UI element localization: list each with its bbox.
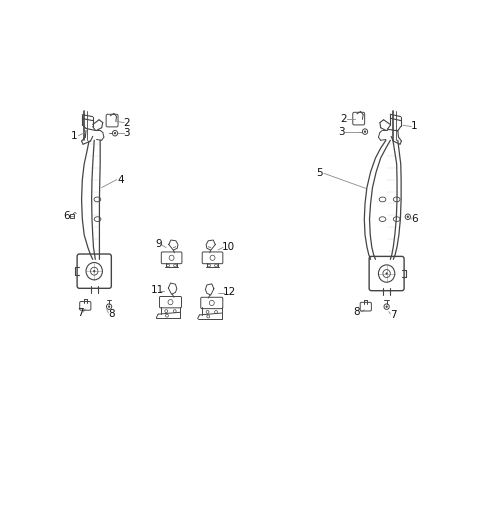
Text: 7: 7 bbox=[390, 310, 396, 319]
Circle shape bbox=[385, 306, 388, 308]
Text: 9: 9 bbox=[155, 239, 162, 249]
Text: 3: 3 bbox=[124, 128, 130, 138]
Text: 2: 2 bbox=[340, 114, 347, 123]
Circle shape bbox=[385, 272, 388, 275]
Text: 6: 6 bbox=[63, 211, 70, 221]
Text: 1: 1 bbox=[411, 121, 418, 132]
Text: 11: 11 bbox=[151, 285, 164, 295]
Text: 7: 7 bbox=[77, 308, 84, 318]
Circle shape bbox=[364, 131, 366, 133]
Text: 8: 8 bbox=[108, 309, 115, 319]
Text: 6: 6 bbox=[411, 214, 418, 224]
Text: 10: 10 bbox=[222, 242, 235, 252]
Text: 3: 3 bbox=[338, 126, 345, 137]
Text: 8: 8 bbox=[354, 307, 360, 317]
Circle shape bbox=[93, 270, 96, 272]
Circle shape bbox=[108, 306, 110, 308]
Bar bbox=[70, 215, 74, 218]
Text: 12: 12 bbox=[223, 287, 236, 297]
Circle shape bbox=[407, 216, 409, 218]
Text: 5: 5 bbox=[316, 167, 323, 178]
Text: 1: 1 bbox=[71, 131, 77, 141]
Circle shape bbox=[114, 132, 116, 134]
Text: 4: 4 bbox=[117, 175, 123, 185]
Text: 2: 2 bbox=[124, 118, 130, 127]
